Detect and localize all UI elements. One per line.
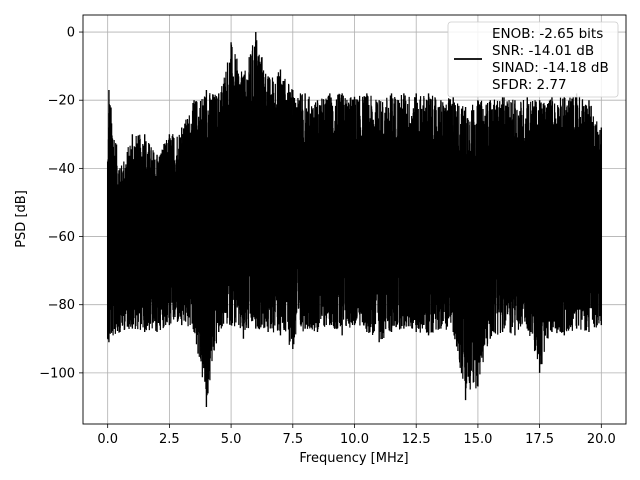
x-tick-label: 2.5 — [159, 432, 180, 447]
y-tick-label: 0 — [67, 26, 75, 41]
y-tick-label: −20 — [48, 94, 75, 109]
y-tick-label: −60 — [48, 230, 75, 245]
y-tick-label: −100 — [39, 366, 75, 381]
legend-entry-sinad: SINAD: -14.18 dB — [492, 60, 609, 76]
x-axis-label: Frequency [MHz] — [299, 451, 408, 466]
x-tick-label: 7.5 — [282, 432, 303, 447]
x-tick-label: 15.0 — [463, 432, 492, 447]
x-tick-label: 0.0 — [97, 432, 118, 447]
y-tick-label: −80 — [48, 298, 75, 313]
legend-entry-snr: SNR: -14.01 dB — [492, 43, 594, 59]
legend: ENOB: -2.65 bits SNR: -14.01 dB SINAD: -… — [447, 21, 619, 98]
x-tick-label: 5.0 — [221, 432, 242, 447]
legend-entry-enob: ENOB: -2.65 bits — [492, 26, 603, 42]
x-tick-label: 10.0 — [340, 432, 369, 447]
y-axis-label: PSD [dB] — [14, 190, 29, 248]
x-tick-label: 12.5 — [402, 432, 431, 447]
psd-trace — [106, 32, 603, 407]
legend-box — [447, 21, 619, 98]
axis-ticks: 0.0 2.5 5.0 7.5 10.0 12.5 15.0 17.5 20.0 0 −20 −40 −… — [39, 26, 616, 447]
x-tick-label: 20.0 — [587, 432, 616, 447]
x-tick-label: 17.5 — [525, 432, 554, 447]
legend-entry-sfdr: SFDR: 2.77 — [492, 77, 567, 93]
y-tick-label: −40 — [48, 162, 75, 177]
